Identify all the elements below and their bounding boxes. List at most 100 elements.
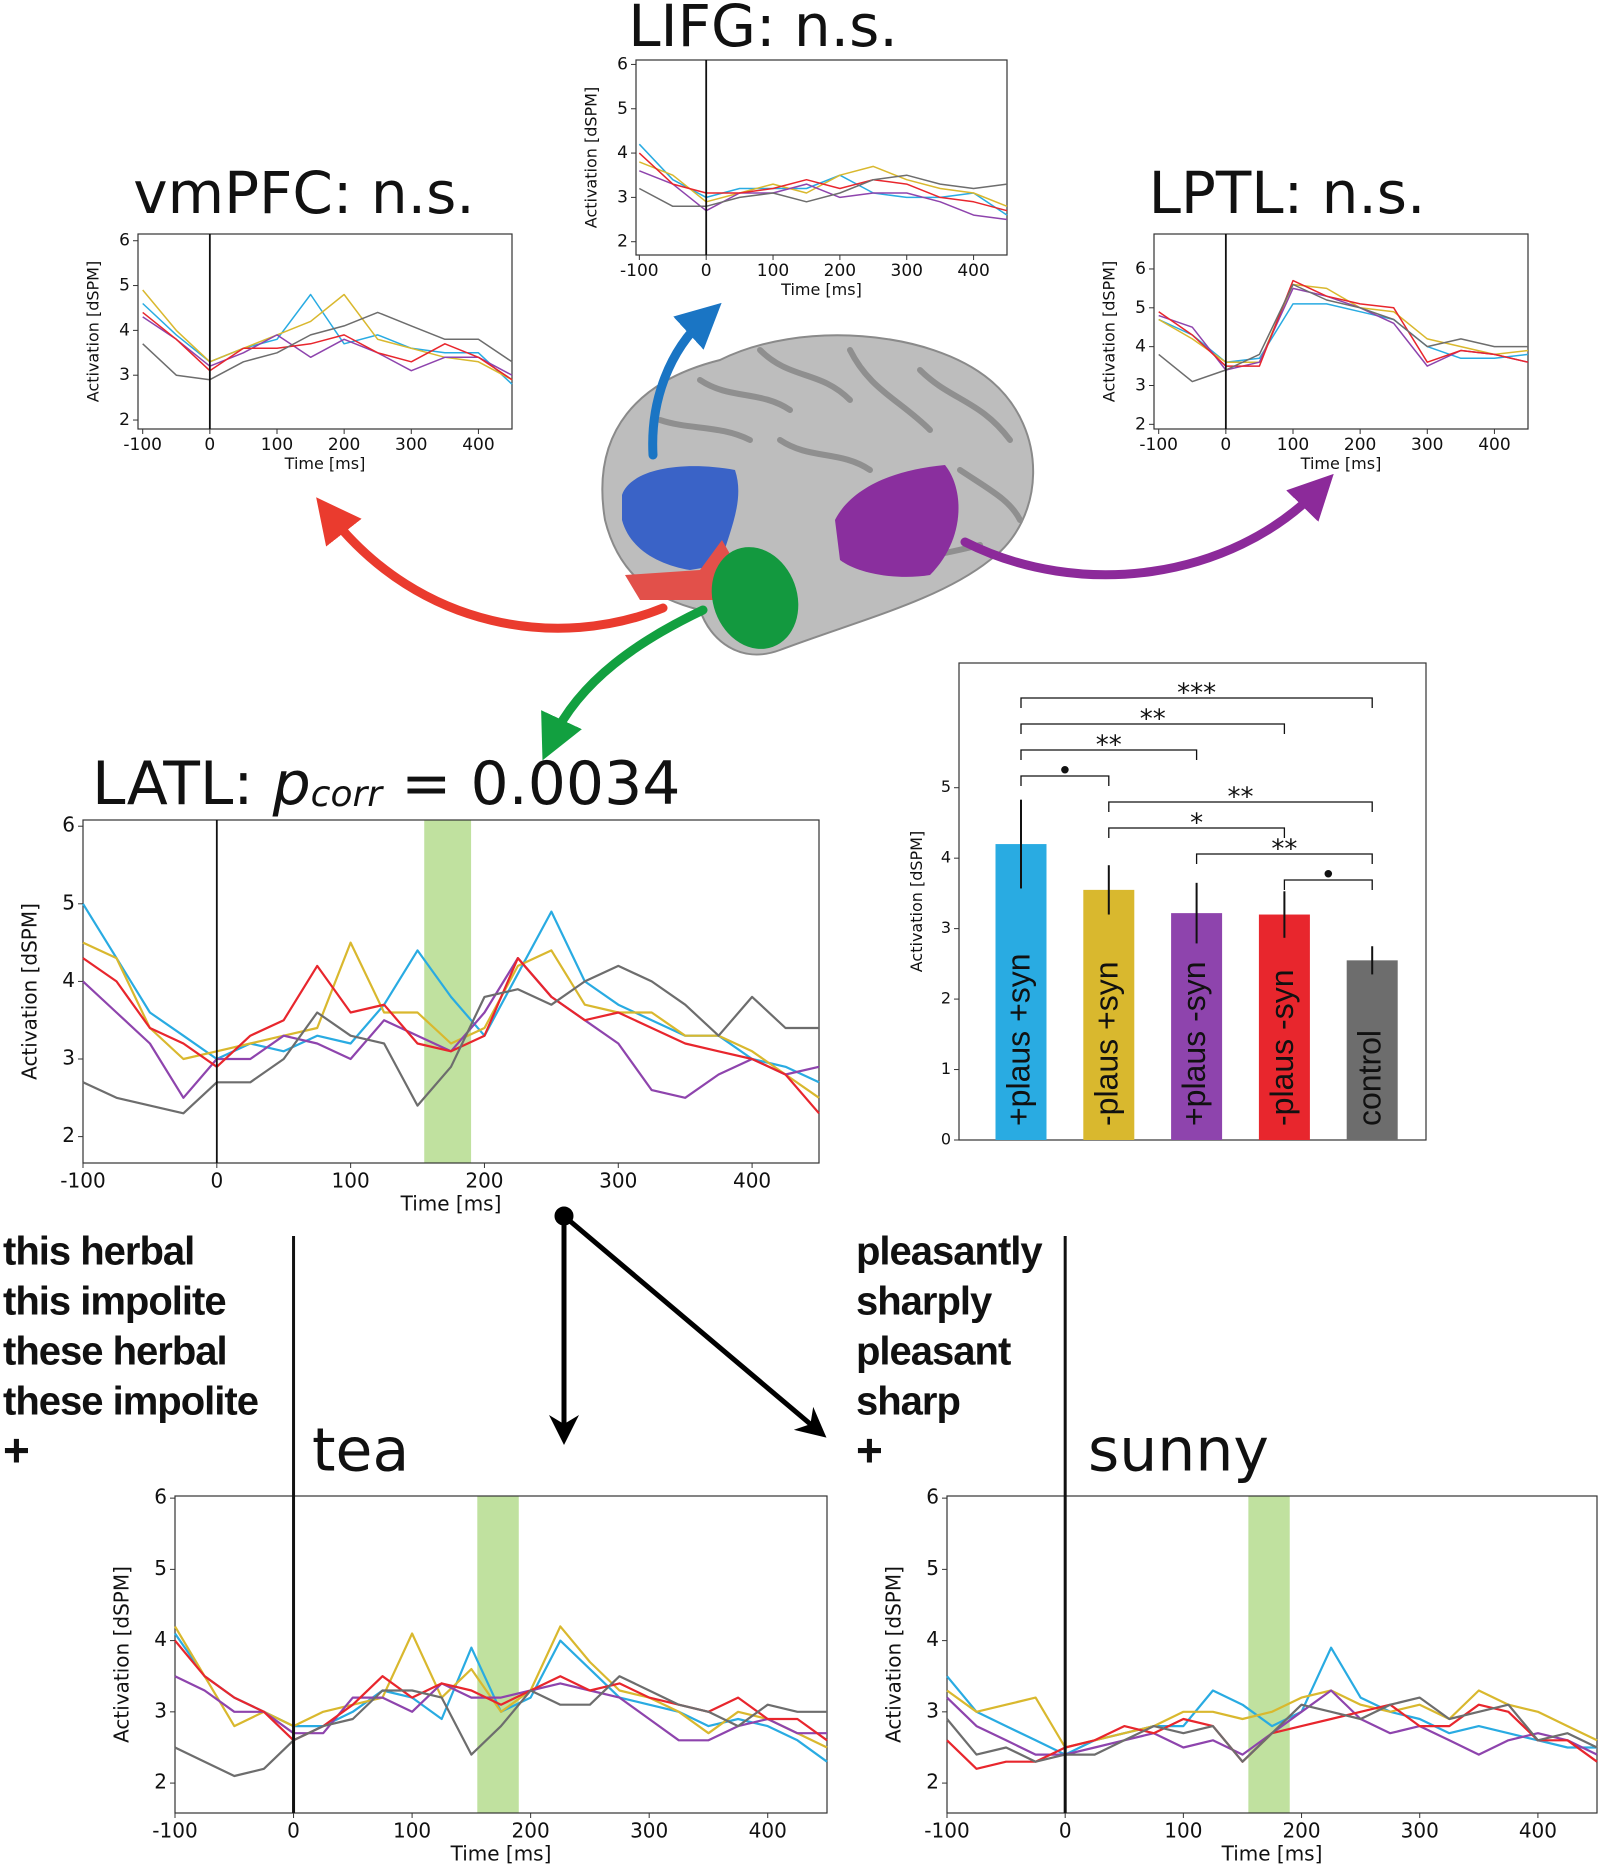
bar-label: -plaus -syn [1264, 970, 1300, 1127]
y-tick-label: 5 [617, 99, 628, 119]
y-tick-label: 3 [154, 1698, 167, 1722]
series-line [174, 1675, 827, 1742]
significance-label: • [1321, 861, 1336, 891]
series-line [1158, 283, 1528, 383]
y-axis-label: Activation [dSPM] [1099, 261, 1118, 402]
x-tick-label: 0 [701, 261, 712, 281]
x-tick-label: 100 [393, 1819, 431, 1843]
y-tick-label: 4 [617, 143, 628, 163]
y-tick-label: 4 [926, 1627, 939, 1651]
legend-entry: + [3, 1424, 29, 1476]
title-part: p [272, 749, 311, 819]
title-part: LATL: [92, 749, 273, 819]
y-tick-label: 1 [941, 1059, 951, 1078]
plot-frame [137, 233, 513, 430]
y-axis-label: Activation [dSPM] [907, 831, 926, 972]
plot-frame [635, 59, 1008, 256]
split-arrows [549, 1206, 827, 1445]
significance-label: ** [1228, 783, 1254, 813]
y-axis-label: Activation [dSPM] [83, 261, 102, 402]
series-line [638, 143, 1008, 216]
y-axis-label: Activation [dSPM] [581, 87, 600, 228]
significance-label: ** [1096, 731, 1122, 761]
y-tick-label: 6 [154, 1485, 167, 1509]
bar-label: -plaus +syn [1088, 961, 1124, 1126]
plot-frame [82, 819, 820, 1164]
y-tick-label: 6 [617, 54, 628, 74]
y-tick-label: 3 [617, 187, 628, 207]
x-tick-label: 400 [733, 1169, 771, 1193]
series-line [638, 152, 1008, 212]
highlight-window [1248, 1496, 1290, 1813]
bar-label: +plaus +syn [1000, 953, 1036, 1126]
legend-entry: sharply [856, 1280, 993, 1324]
brain [601, 334, 1035, 656]
y-tick-label: 4 [941, 848, 951, 867]
significance-label: ** [1271, 835, 1297, 865]
bar [1083, 889, 1135, 1140]
series-line [638, 174, 1008, 208]
x-tick-label: 400 [1519, 1819, 1557, 1843]
x-axis-label: Time [ms] [284, 454, 366, 473]
x-axis-label: Time [ms] [1300, 454, 1382, 473]
x-tick-label: -100 [123, 435, 162, 455]
y-tick-label: 2 [926, 1770, 939, 1794]
chart-title: LIFG: n.s. [628, 0, 898, 60]
legend-entry: this impolite [3, 1280, 226, 1324]
y-axis-label: Activation [dSPM] [18, 903, 42, 1080]
y-tick-label: 3 [941, 918, 951, 937]
y-tick-label: 3 [1135, 375, 1146, 395]
y-tick-label: 4 [154, 1627, 167, 1651]
series-line [946, 1689, 1598, 1749]
y-tick-label: 2 [617, 232, 628, 252]
x-tick-label: 100 [332, 1169, 370, 1193]
significance-bracket [1020, 723, 1286, 734]
x-tick-label: 400 [749, 1819, 787, 1843]
x-tick-label: 200 [824, 261, 856, 281]
series-line [82, 957, 820, 1115]
x-tick-label: 200 [465, 1169, 503, 1193]
series-line [82, 941, 820, 1099]
x-tick-label: 0 [1059, 1819, 1072, 1843]
plot-frame [946, 1495, 1598, 1814]
y-tick-label: 5 [119, 276, 130, 296]
y-tick-label: 2 [941, 989, 951, 1008]
x-tick-label: 200 [512, 1819, 550, 1843]
significance-bracket [1020, 775, 1110, 786]
x-tick-label: 300 [1411, 435, 1443, 455]
x-tick-label: 100 [1164, 1819, 1202, 1843]
x-tick-label: 300 [630, 1819, 668, 1843]
significance-label: * [1190, 809, 1203, 839]
series-line [1158, 279, 1529, 367]
bar [995, 844, 1047, 1140]
x-tick-label: 400 [462, 435, 494, 455]
y-tick-label: 6 [62, 813, 75, 837]
legend-entry: sharp [856, 1380, 960, 1424]
x-tick-label: -100 [152, 1819, 197, 1843]
series-line [142, 311, 513, 381]
y-tick-label: 5 [154, 1556, 167, 1580]
y-tick-label: 2 [62, 1123, 75, 1147]
chart-title: sunny [1088, 1416, 1269, 1486]
y-tick-label: 2 [119, 410, 130, 430]
y-tick-label: 2 [154, 1770, 167, 1794]
significance-label: *** [1177, 679, 1216, 709]
x-tick-label: 300 [599, 1169, 637, 1193]
y-axis-label: Activation [dSPM] [110, 1566, 134, 1743]
x-tick-label: -100 [1139, 435, 1178, 455]
series-line [142, 311, 513, 381]
y-tick-label: 3 [62, 1046, 75, 1070]
region-arrows [316, 302, 1334, 761]
significance-label: • [1057, 757, 1072, 787]
y-tick-label: 5 [62, 890, 75, 914]
highlight-window [477, 1496, 519, 1813]
legend-entry: these herbal [3, 1330, 227, 1374]
plot-frame [174, 1495, 828, 1814]
series-line [946, 1646, 1597, 1756]
legend-entry: this herbal [3, 1230, 194, 1274]
y-tick-label: 6 [1135, 259, 1146, 279]
chart-title: LPTL: n.s. [1149, 159, 1426, 227]
series-line [142, 316, 513, 376]
y-tick-label: 5 [1135, 298, 1146, 318]
series-line [82, 964, 819, 1115]
